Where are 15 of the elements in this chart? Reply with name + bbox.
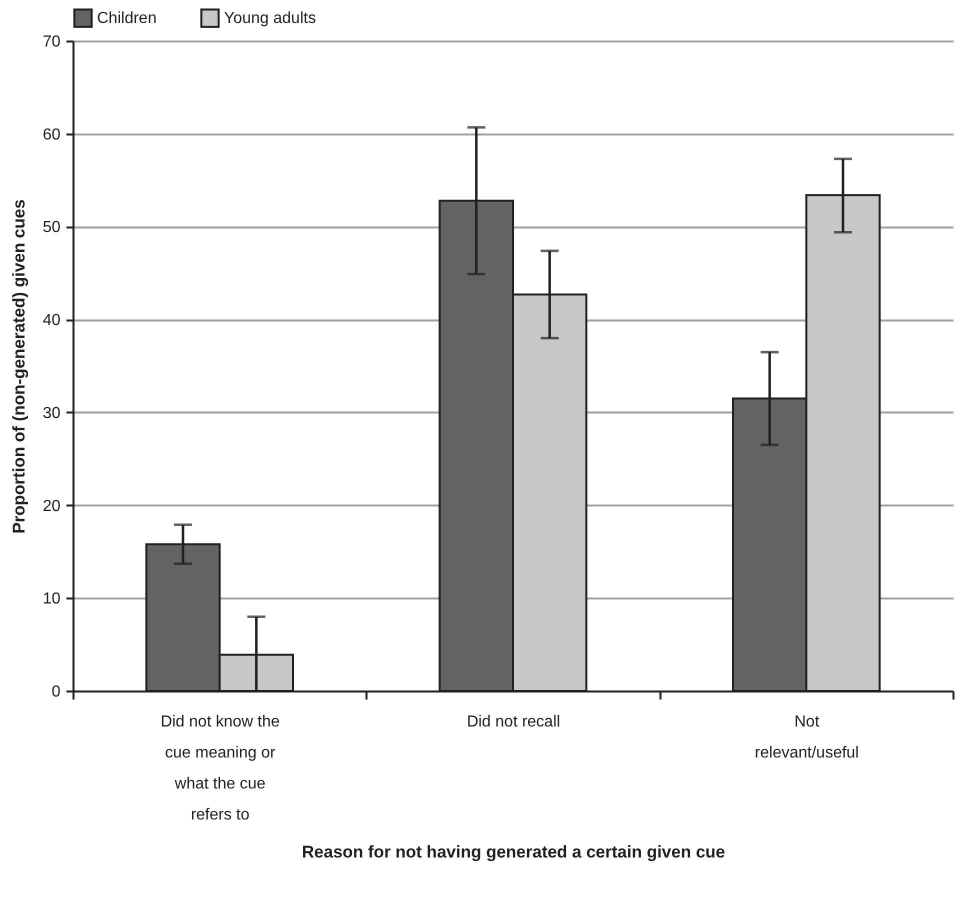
x-tick-label: Did not know the cue meaning or what the cue refers to <box>160 714 280 824</box>
legend-label: Children <box>97 10 157 28</box>
y-tick-label: 60 <box>42 126 61 144</box>
x-axis-title: Reason for not having generated a certain given cue <box>302 842 726 862</box>
y-tick-label: 10 <box>42 590 61 608</box>
y-tick-label: 50 <box>42 219 61 236</box>
y-tick-label: 70 <box>42 34 61 50</box>
legend-label: Young adults <box>224 10 316 28</box>
y-axis-title: Proportion of (non-generated) given cues <box>10 199 29 534</box>
x-tick-label: Did not recall <box>466 714 560 730</box>
y-tick-label: 0 <box>52 684 61 700</box>
x-tick-label: Not relevant/useful <box>754 714 859 762</box>
y-tick-label: 30 <box>42 404 61 422</box>
y-tick-label: 20 <box>42 498 61 515</box>
y-tick-label: 40 <box>42 312 61 330</box>
